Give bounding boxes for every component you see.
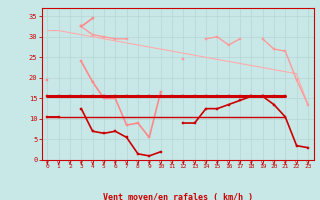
Text: Vent moyen/en rafales ( km/h ): Vent moyen/en rafales ( km/h ) <box>103 193 252 200</box>
